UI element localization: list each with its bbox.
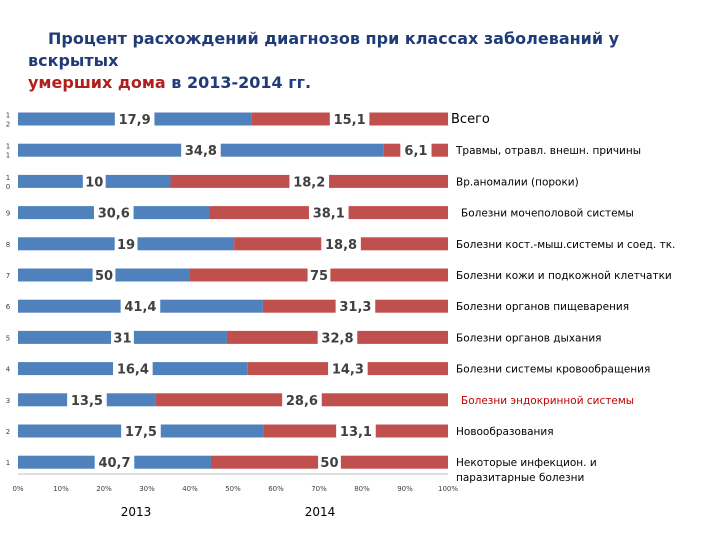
x-tick-label: 70% [311, 485, 327, 493]
data-label-bg-2013 [111, 328, 134, 347]
y-tick-label: 1 [6, 174, 10, 182]
y-tick-label: 8 [6, 241, 10, 249]
data-label-bg-2013 [92, 266, 116, 284]
data-label-bg-2013 [82, 172, 106, 191]
y-tick-label: 2 [6, 121, 10, 129]
y-tick-label: 7 [6, 272, 10, 280]
data-label-bg-2013 [67, 390, 107, 409]
data-label-bg-2014 [400, 141, 432, 160]
data-label-2014: 31,3 [339, 300, 371, 315]
data-label-2013: 17,9 [119, 113, 151, 128]
chart-title: Процент расхождений диагнозов при класса… [28, 28, 688, 94]
data-label-bg-2014 [329, 110, 370, 128]
y-tick-label: 2 [6, 428, 10, 436]
title-part3: в 2013-2014 гг. [171, 73, 312, 92]
category-label: Болезни кожи и подкожной клетчатки [456, 270, 672, 282]
data-label-2014: 28,6 [286, 394, 318, 409]
title-part2: умерших дома [28, 73, 166, 92]
data-label-2013: 10 [85, 175, 103, 190]
x-tick-label: 60% [268, 485, 284, 493]
data-label-2014: 38,1 [313, 207, 345, 222]
legend-label-2014: 2014 [305, 505, 336, 519]
data-label-bg-2013 [93, 203, 134, 222]
data-label-2013: 17,5 [125, 425, 157, 440]
category-label: паразитарные болезни [456, 472, 584, 484]
category-label: Некоторые инфекцион. и [456, 457, 597, 469]
x-tick-label: 90% [397, 485, 413, 493]
data-label-bg-2014 [328, 359, 368, 378]
data-label-bg-2014 [307, 266, 331, 284]
data-label-2014: 32,8 [321, 331, 353, 346]
data-label-2013: 40,7 [98, 456, 130, 471]
category-label: Болезни эндокринной системы [461, 395, 634, 407]
data-label-bg-2013 [113, 359, 153, 378]
data-label-2014: 15,1 [334, 113, 366, 128]
x-tick-label: 10% [53, 485, 69, 493]
category-label: Новообразования [456, 426, 554, 438]
x-tick-label: 0% [12, 485, 23, 493]
title-part1: Процент расхождений диагнозов при класса… [28, 29, 620, 70]
data-label-bg-2013 [121, 422, 161, 440]
y-tick-label: 6 [6, 303, 11, 311]
category-label: Всего [451, 112, 490, 127]
data-label-bg-2014 [282, 390, 322, 409]
category-label: Болезни органов пищеварения [456, 301, 629, 313]
x-tick-label: 80% [354, 485, 370, 493]
legend-label-2013: 2013 [121, 505, 152, 519]
x-tick-label: 50% [225, 485, 241, 493]
data-label-2013: 19 [117, 238, 135, 253]
data-label-2014: 13,1 [340, 425, 372, 440]
data-label-2014: 50 [320, 456, 338, 471]
data-label-bg-2013 [94, 453, 135, 472]
y-tick-label: 0 [6, 183, 10, 191]
data-label-2013: 31 [113, 331, 131, 346]
x-tick-label: 30% [139, 485, 155, 493]
data-label-2014: 75 [310, 269, 328, 284]
y-tick-label: 4 [6, 366, 11, 374]
category-label: Болезни мочеполовой системы [461, 208, 634, 220]
y-tick-label: 1 [6, 459, 10, 467]
category-label: Вр.аномалии (пороки) [456, 176, 579, 188]
x-tick-label: 40% [182, 485, 198, 493]
data-label-2013: 13,5 [71, 394, 103, 409]
data-label-2013: 16,4 [117, 363, 149, 378]
y-tick-label: 5 [6, 334, 10, 342]
category-label: Болезни системы кровообращения [456, 364, 650, 376]
category-label: Болезни кост.-мыш.системы и соед. тк. [456, 239, 675, 251]
data-label-bg-2014 [308, 203, 349, 222]
data-label-bg-2013 [181, 141, 221, 160]
y-tick-label: 1 [6, 112, 10, 120]
category-label: Болезни органов дыхания [456, 332, 601, 344]
data-label-bg-2013 [114, 234, 138, 253]
data-label-bg-2014 [336, 422, 376, 440]
data-label-2014: 14,3 [332, 363, 364, 378]
data-label-2013: 41,4 [124, 300, 156, 315]
data-label-2013: 30,6 [98, 207, 130, 222]
category-label: Травмы, отравл. внешн. причины [455, 145, 641, 157]
data-label-bg-2014 [321, 234, 361, 253]
y-tick-label: 9 [6, 210, 10, 218]
data-label-2013: 34,8 [185, 144, 217, 159]
data-label-bg-2014 [289, 172, 330, 191]
data-label-bg-2014 [317, 328, 358, 347]
data-label-bg-2014 [335, 297, 376, 316]
data-label-2014: 18,8 [325, 238, 357, 253]
y-tick-label: 1 [6, 143, 10, 151]
data-label-bg-2014 [318, 453, 341, 472]
data-label-2014: 6,1 [404, 144, 427, 159]
data-label-bg-2013 [114, 110, 155, 128]
x-tick-label: 20% [96, 485, 112, 493]
x-tick-label: 100% [438, 485, 458, 493]
data-label-2013: 50 [95, 269, 113, 284]
y-tick-label: 1 [6, 152, 10, 160]
data-label-2014: 18,2 [293, 175, 325, 190]
y-tick-label: 3 [6, 397, 10, 405]
data-label-bg-2013 [120, 297, 161, 316]
